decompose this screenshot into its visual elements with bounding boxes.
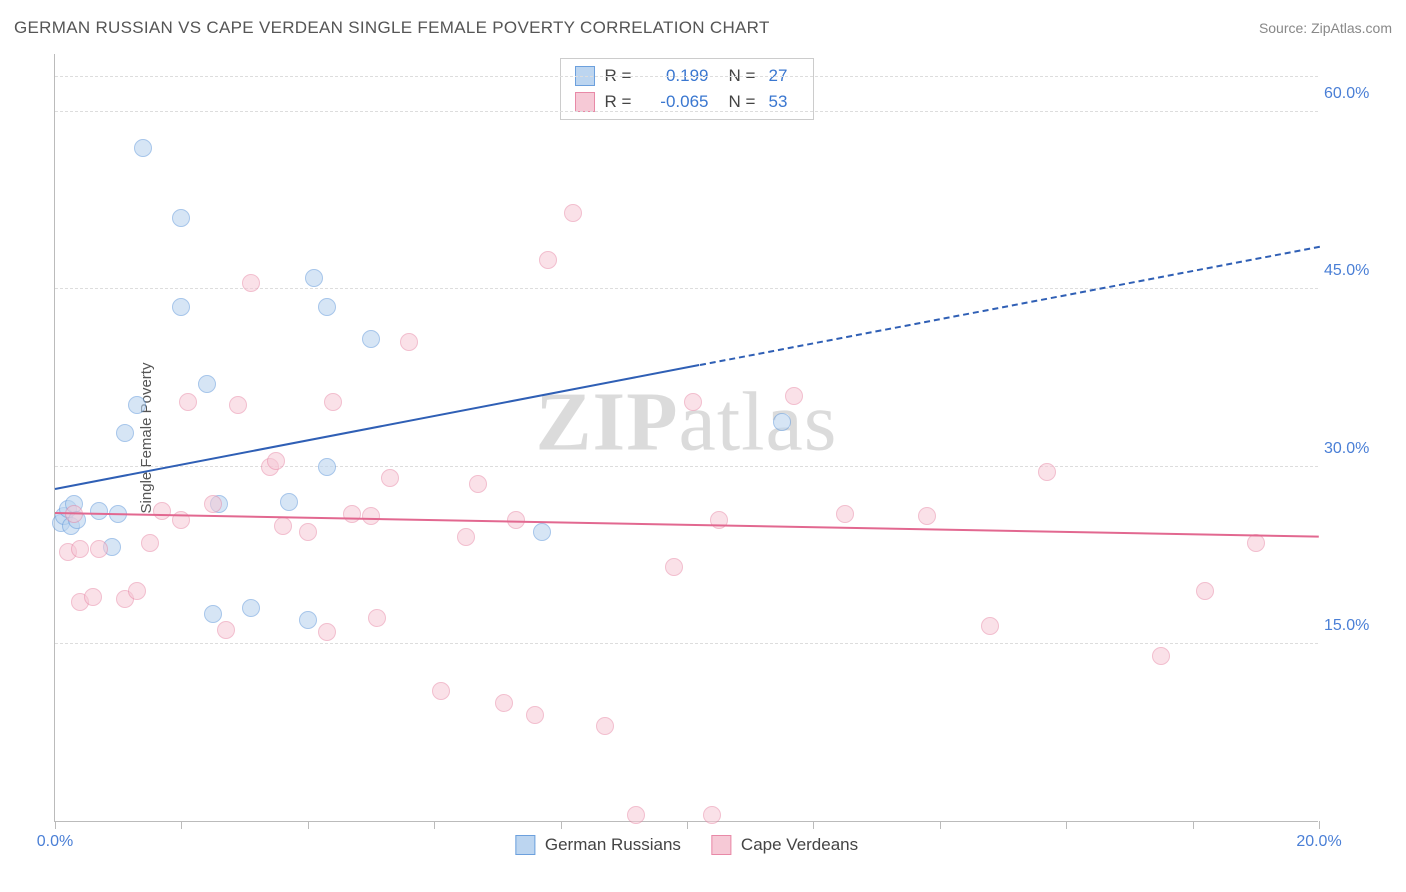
data-point xyxy=(204,495,222,513)
data-point xyxy=(274,517,292,535)
legend-n-label: N = xyxy=(729,92,759,112)
data-point xyxy=(381,469,399,487)
data-point xyxy=(533,523,551,541)
data-point xyxy=(204,605,222,623)
legend-swatch xyxy=(711,835,731,855)
source-attribution: Source: ZipAtlas.com xyxy=(1259,20,1392,36)
legend-item: Cape Verdeans xyxy=(711,835,858,855)
y-tick-label: 60.0% xyxy=(1324,85,1394,103)
trend-line-dashed xyxy=(699,246,1319,366)
x-tick xyxy=(813,821,814,829)
data-point xyxy=(128,582,146,600)
data-point xyxy=(84,588,102,606)
data-point xyxy=(703,806,721,824)
data-point xyxy=(318,458,336,476)
data-point xyxy=(71,540,89,558)
data-point xyxy=(627,806,645,824)
data-point xyxy=(172,298,190,316)
watermark-bold: ZIP xyxy=(536,376,679,469)
data-point xyxy=(128,396,146,414)
data-point xyxy=(836,505,854,523)
y-axis-label: Single Female Poverty xyxy=(138,362,155,513)
data-point xyxy=(400,333,418,351)
data-point xyxy=(242,274,260,292)
y-tick-label: 15.0% xyxy=(1324,617,1394,635)
x-tick-label: 0.0% xyxy=(37,833,73,851)
data-point xyxy=(1152,647,1170,665)
data-point xyxy=(362,330,380,348)
data-point xyxy=(1196,582,1214,600)
data-point xyxy=(116,424,134,442)
data-point xyxy=(918,507,936,525)
data-point xyxy=(432,682,450,700)
x-tick xyxy=(1319,821,1320,829)
data-point xyxy=(179,393,197,411)
legend-series: German Russians Cape Verdeans xyxy=(515,835,858,855)
data-point xyxy=(172,209,190,227)
scatter-plot: Single Female Poverty ZIPatlas R =0.199N… xyxy=(54,54,1318,822)
y-tick-label: 30.0% xyxy=(1324,440,1394,458)
trend-line xyxy=(55,512,1319,538)
data-point xyxy=(299,523,317,541)
x-tick-label: 20.0% xyxy=(1296,833,1341,851)
data-point xyxy=(665,558,683,576)
gridline-h xyxy=(55,111,1318,112)
data-point xyxy=(495,694,513,712)
x-tick xyxy=(55,821,56,829)
data-point xyxy=(564,204,582,222)
data-point xyxy=(539,251,557,269)
x-tick xyxy=(940,821,941,829)
x-tick xyxy=(181,821,182,829)
data-point xyxy=(785,387,803,405)
data-point xyxy=(153,502,171,520)
gridline-h xyxy=(55,76,1318,77)
data-point xyxy=(141,534,159,552)
chart-title: GERMAN RUSSIAN VS CAPE VERDEAN SINGLE FE… xyxy=(14,18,770,38)
legend-item: German Russians xyxy=(515,835,681,855)
legend-r-label: R = xyxy=(605,92,635,112)
data-point xyxy=(90,502,108,520)
data-point xyxy=(596,717,614,735)
legend-label: Cape Verdeans xyxy=(741,835,858,855)
data-point xyxy=(134,139,152,157)
data-point xyxy=(198,375,216,393)
data-point xyxy=(469,475,487,493)
data-point xyxy=(267,452,285,470)
data-point xyxy=(217,621,235,639)
data-point xyxy=(1038,463,1056,481)
data-point xyxy=(526,706,544,724)
data-point xyxy=(280,493,298,511)
x-tick xyxy=(308,821,309,829)
x-tick xyxy=(434,821,435,829)
gridline-h xyxy=(55,643,1318,644)
data-point xyxy=(343,505,361,523)
data-point xyxy=(981,617,999,635)
data-point xyxy=(318,298,336,316)
x-tick xyxy=(561,821,562,829)
data-point xyxy=(362,507,380,525)
data-point xyxy=(684,393,702,411)
data-point xyxy=(324,393,342,411)
legend-label: German Russians xyxy=(545,835,681,855)
watermark-rest: atlas xyxy=(679,376,838,469)
data-point xyxy=(90,540,108,558)
x-tick xyxy=(1193,821,1194,829)
legend-swatch xyxy=(515,835,535,855)
y-tick-label: 45.0% xyxy=(1324,262,1394,280)
gridline-h xyxy=(55,466,1318,467)
data-point xyxy=(299,611,317,629)
data-point xyxy=(1247,534,1265,552)
data-point xyxy=(318,623,336,641)
data-point xyxy=(229,396,247,414)
data-point xyxy=(305,269,323,287)
data-point xyxy=(242,599,260,617)
data-point xyxy=(457,528,475,546)
data-point xyxy=(773,413,791,431)
data-point xyxy=(368,609,386,627)
x-tick xyxy=(687,821,688,829)
legend-r-value: -0.065 xyxy=(645,92,709,112)
x-tick xyxy=(1066,821,1067,829)
legend-swatch xyxy=(575,92,595,112)
legend-n-value: 53 xyxy=(769,92,799,112)
